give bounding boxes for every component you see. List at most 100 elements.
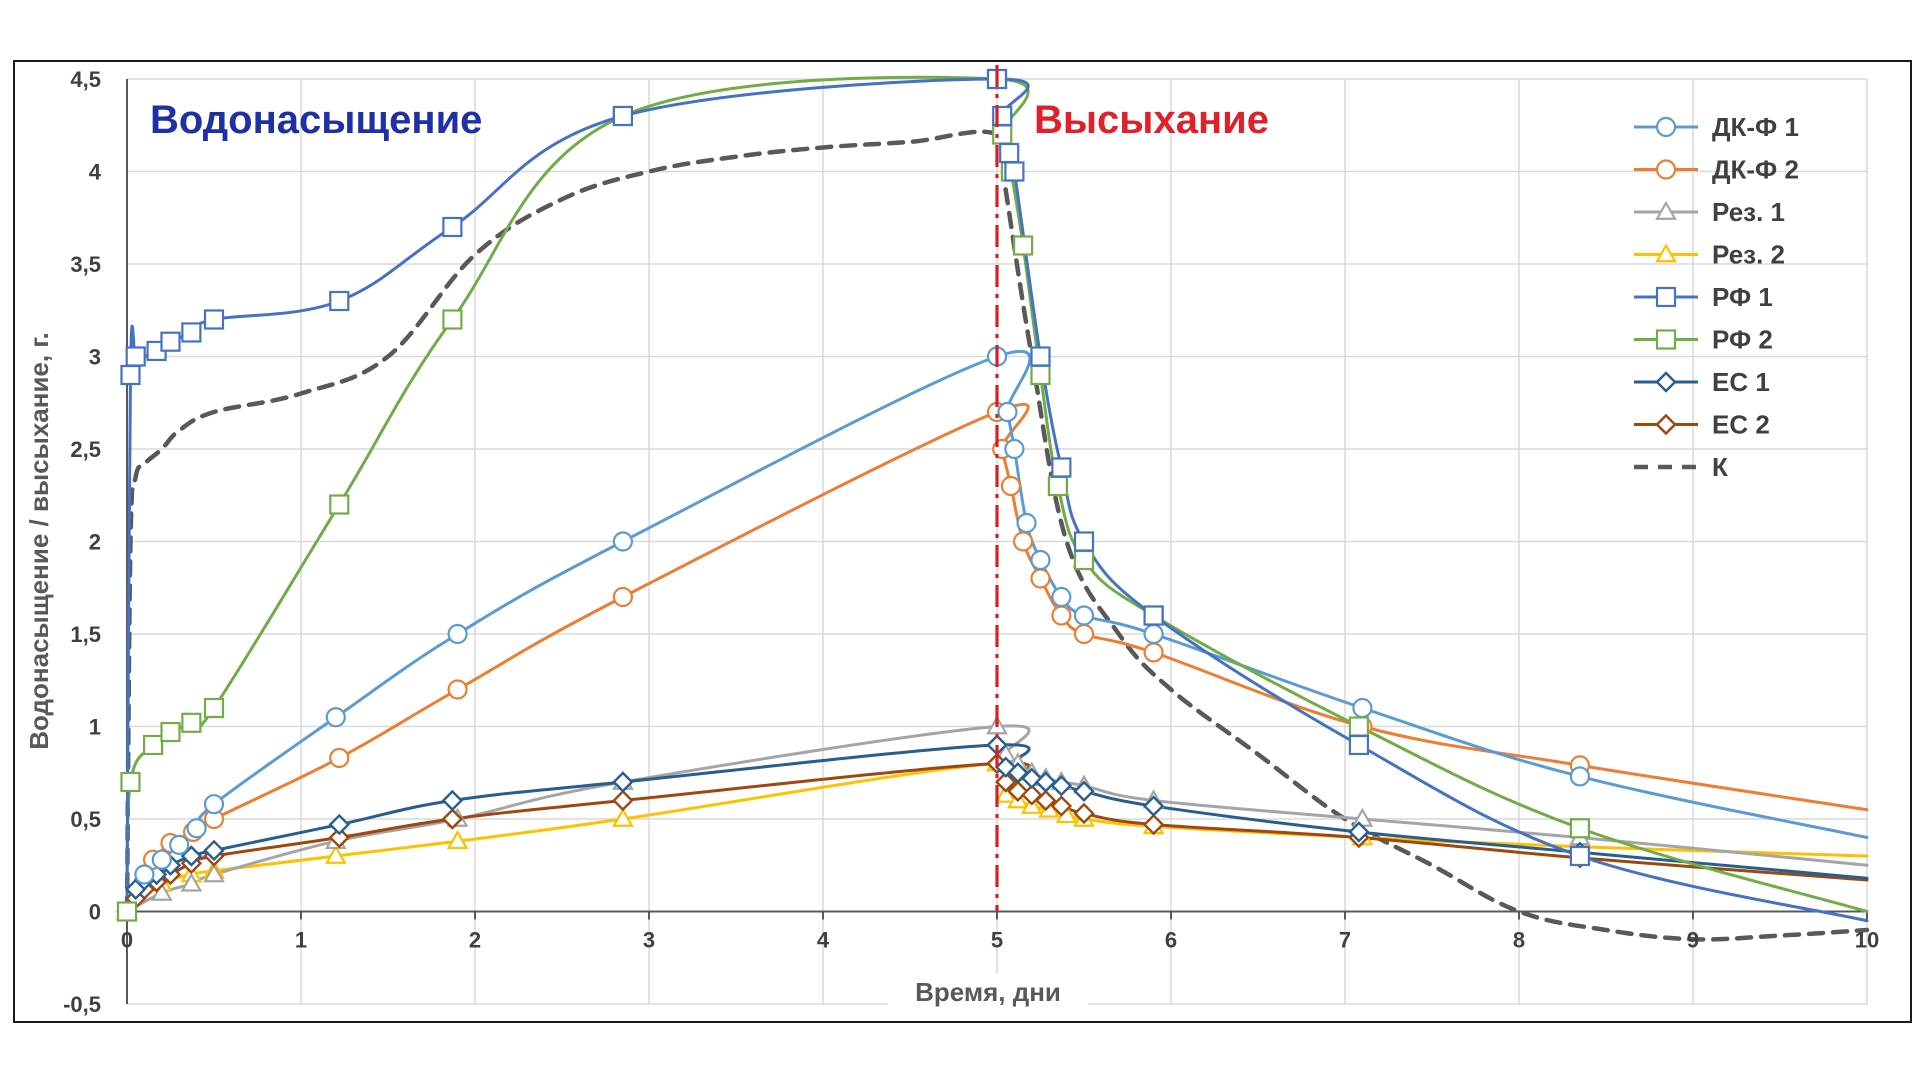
series-1-point <box>203 794 225 815</box>
x-axis-title-bg <box>888 973 1088 1011</box>
legend-swatch-marker <box>1655 200 1677 220</box>
series-6-point <box>1569 818 1591 839</box>
x-tick-label: 2 <box>469 928 481 953</box>
series-5-point <box>442 216 463 238</box>
series-2-point <box>1000 475 1022 497</box>
legend-label: Рез. 2 <box>1712 240 1785 270</box>
series-7-point <box>1348 821 1370 843</box>
legend-label: К <box>1712 452 1728 482</box>
series-8-point <box>1035 789 1057 812</box>
series-6-point <box>1030 364 1051 386</box>
series-6-point <box>1348 716 1370 737</box>
tick-labels: 0 1 2 3 4 5 6 7 8 9 10 -0,5 0 0,5 1 1,5 2 2,5 3 3,5 4 4,5 <box>63 67 1879 1017</box>
series-4-point <box>612 807 634 827</box>
y-tick-label: 3,5 <box>70 252 101 277</box>
x-tick-label: 7 <box>1339 928 1351 953</box>
y-tick-label: 0 <box>89 900 101 925</box>
y-tick-label: 1,5 <box>70 622 101 647</box>
legend-item-5: РФ 1 <box>1634 282 1773 312</box>
annotation-drying: Высыхание <box>1034 98 1269 142</box>
y-tick-label: 2,5 <box>70 437 101 462</box>
legend-label: Рез. 1 <box>1712 197 1785 227</box>
series-7-point <box>441 789 464 812</box>
marker-layer <box>116 68 1591 923</box>
series-6-point <box>143 734 164 756</box>
series-1-point <box>1352 697 1373 719</box>
series-6-point <box>203 697 225 719</box>
series-5-point <box>120 364 141 386</box>
series-7-point <box>1073 780 1095 802</box>
series-3-point <box>180 872 203 892</box>
series-2-point <box>612 586 634 608</box>
legend-swatch-marker <box>1655 159 1677 180</box>
series-5-point <box>1073 531 1095 552</box>
legend-item-6: РФ 2 <box>1634 325 1773 355</box>
legend-label: РФ 1 <box>1712 282 1773 312</box>
series-1-point <box>447 623 468 645</box>
series-1-point <box>1073 605 1095 626</box>
legend-label: ДК-Ф 1 <box>1712 112 1799 142</box>
series-2-point <box>1143 642 1164 663</box>
y-tick-label: 3 <box>89 345 101 370</box>
legend-item-1: ДК-Ф 1 <box>1634 112 1799 142</box>
series-7-point <box>1050 775 1073 797</box>
series-8-point <box>612 789 634 812</box>
legend-item-2: ДК-Ф 2 <box>1634 155 1799 185</box>
legend-item-9: К <box>1634 452 1728 482</box>
legend-label: РФ 2 <box>1712 325 1773 355</box>
series-8-point <box>441 808 464 830</box>
legend-swatch-marker <box>1655 371 1677 393</box>
annotation-water-saturation: Водонасыщение <box>150 98 482 142</box>
series-1-point <box>1051 586 1072 608</box>
series-8-point <box>1073 802 1095 825</box>
legend-swatch-marker <box>1655 286 1677 308</box>
series-1-point <box>1016 512 1037 534</box>
series-1-point <box>1004 438 1025 460</box>
series-1-point <box>1143 623 1164 645</box>
series-6-point <box>442 309 463 330</box>
series-5-point <box>1569 845 1591 867</box>
legend-swatch-marker <box>1655 116 1677 138</box>
series-5-point <box>181 322 202 343</box>
series-1-point <box>997 401 1018 423</box>
series-1-point <box>151 849 172 870</box>
y-tick-label: 1 <box>89 715 101 740</box>
series-2-point <box>1051 605 1072 626</box>
series-2-point <box>1030 568 1051 589</box>
x-tick-label: 10 <box>1855 928 1879 953</box>
series-1-point <box>186 818 207 839</box>
series-1-point <box>1030 549 1051 571</box>
legend-label: ЕС 1 <box>1712 367 1770 397</box>
legend-item-8: ЕС 2 <box>1634 410 1770 440</box>
legend: ДК-Ф 1 ДК-Ф 2 Рез. 1 Рез. 2 РФ 1 РФ 2 ЕС 1 ЕС 2… <box>1634 112 1799 482</box>
legend-label: ЕС 2 <box>1712 410 1770 440</box>
x-tick-label: 8 <box>1513 928 1525 953</box>
y-tick-label: 4 <box>89 160 102 185</box>
legend-label: ДК-Ф 2 <box>1712 155 1799 185</box>
x-tick-label: 5 <box>991 928 1003 953</box>
series-4-point <box>324 844 347 864</box>
x-tick-label: 0 <box>121 928 133 953</box>
series-8-point <box>995 771 1017 793</box>
legend-swatch-marker <box>1655 329 1677 350</box>
series-7-point <box>180 845 203 867</box>
legend-item-7: ЕС 1 <box>1634 367 1770 397</box>
series-6-point <box>181 712 202 733</box>
x-tick-label: 4 <box>817 928 830 953</box>
x-tick-label: 9 <box>1687 928 1699 953</box>
series-2-point <box>1012 531 1034 552</box>
series-6-point <box>329 494 350 515</box>
series-5-point <box>329 290 350 312</box>
series-8-point <box>1050 795 1073 817</box>
series-1-point <box>134 864 155 885</box>
series-6-point <box>116 901 138 922</box>
series-5-point <box>160 331 181 352</box>
series-8-point <box>1142 813 1165 836</box>
y-axis-title: Водонасыщение / высыхание, г. <box>24 332 54 750</box>
series-1-point <box>1569 766 1591 787</box>
series-5-point <box>1051 457 1072 478</box>
series-4-point <box>446 829 469 850</box>
x-tick-label: 1 <box>295 928 307 953</box>
y-tick-label: 2 <box>89 530 101 555</box>
